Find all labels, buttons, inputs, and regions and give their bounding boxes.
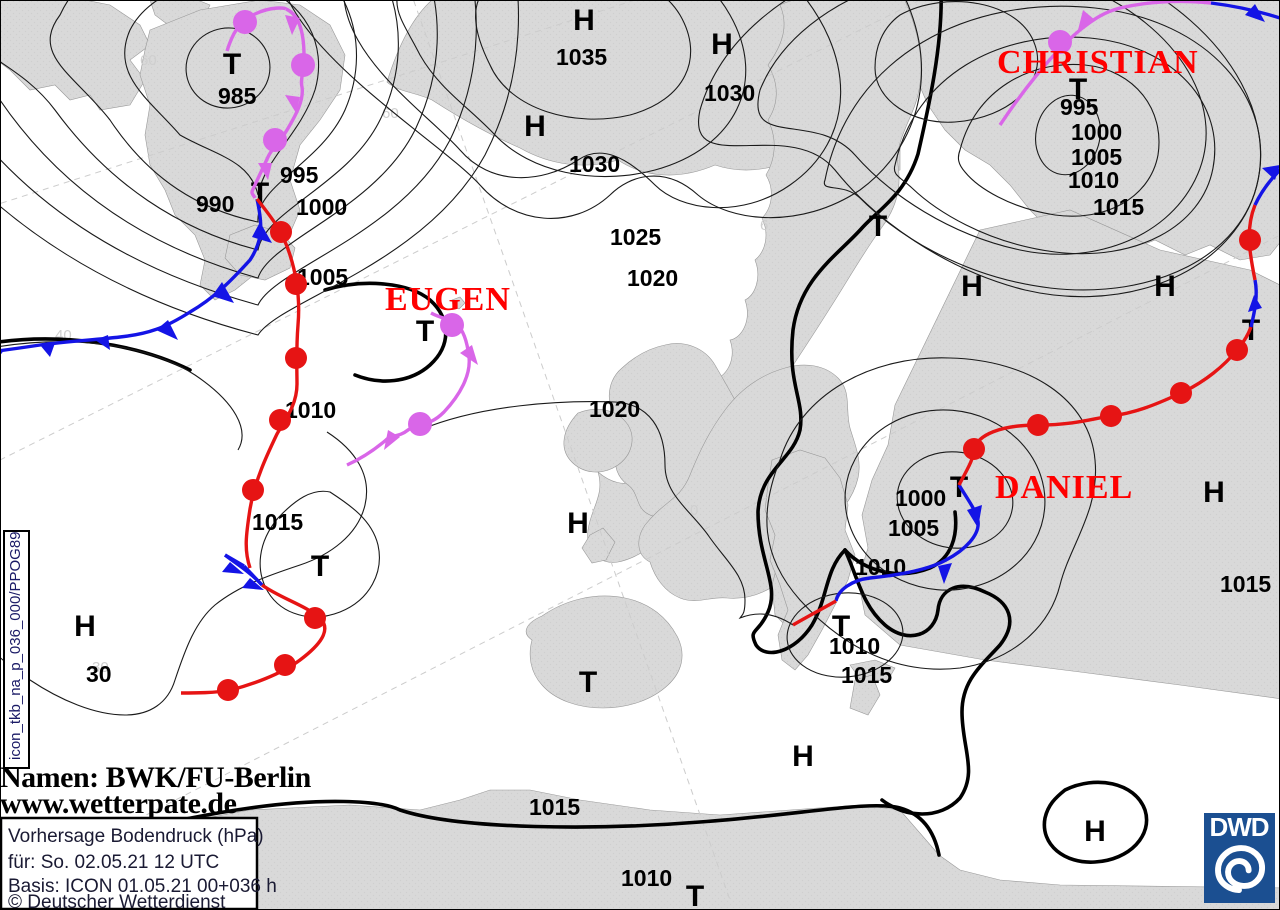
svg-text:1015: 1015 [252, 509, 303, 535]
svg-text:990: 990 [196, 191, 234, 217]
svg-text:995: 995 [1060, 94, 1099, 120]
svg-text:icon_tkb_na_p_036_000/PPOG89: icon_tkb_na_p_036_000/PPOG89 [7, 531, 24, 760]
svg-text:60: 60 [140, 52, 157, 69]
svg-text:1000: 1000 [1071, 119, 1122, 145]
svg-text:T: T [869, 210, 887, 243]
svg-text:T: T [579, 666, 597, 699]
svg-text:0: 0 [690, 502, 698, 519]
svg-text:995: 995 [280, 162, 319, 188]
svg-text:1015: 1015 [841, 662, 892, 688]
svg-text:H: H [1084, 815, 1106, 848]
svg-text:1030: 1030 [704, 80, 755, 106]
svg-text:H: H [961, 270, 983, 303]
svg-text:30: 30 [86, 661, 112, 687]
svg-text:T: T [311, 550, 329, 583]
svg-text:1010: 1010 [621, 865, 672, 891]
svg-text:H: H [1203, 476, 1225, 509]
svg-text:T: T [416, 315, 434, 348]
svg-text:1015: 1015 [529, 794, 580, 820]
svg-text:Vorhersage Bodendruck (hPa): Vorhersage Bodendruck (hPa) [8, 826, 264, 847]
svg-text:1035: 1035 [556, 44, 607, 70]
svg-text:1015: 1015 [1220, 571, 1271, 597]
svg-text:T: T [686, 880, 704, 910]
svg-text:H: H [567, 507, 589, 540]
svg-text:H: H [711, 28, 733, 61]
svg-text:1010: 1010 [829, 633, 880, 659]
svg-text:1020: 1020 [627, 265, 678, 291]
svg-text:H: H [573, 4, 595, 37]
svg-text:1000: 1000 [895, 485, 946, 511]
svg-text:H: H [524, 110, 546, 143]
svg-text:H: H [74, 610, 96, 643]
svg-text:H: H [792, 740, 814, 773]
svg-text:1005: 1005 [888, 515, 939, 541]
svg-text:1025: 1025 [610, 224, 661, 250]
svg-text:1000: 1000 [296, 194, 347, 220]
svg-text:6: 6 [760, 217, 768, 234]
svg-text:EUGEN: EUGEN [385, 281, 511, 318]
svg-text:1020: 1020 [589, 396, 640, 422]
svg-text:CHRISTIAN: CHRISTIAN [997, 44, 1199, 81]
svg-text:www.wetterpate.de: www.wetterpate.de [0, 787, 237, 820]
svg-text:985: 985 [218, 83, 257, 109]
svg-text:© Deutscher Wetterdienst: © Deutscher Wetterdienst [8, 892, 226, 910]
svg-text:1015: 1015 [1093, 194, 1144, 220]
svg-text:1030: 1030 [569, 151, 620, 177]
svg-text:T: T [223, 48, 241, 81]
svg-text:1010: 1010 [1068, 167, 1119, 193]
svg-text:für: So. 02.05.21 12 UTC: für: So. 02.05.21 12 UTC [8, 852, 219, 873]
svg-text:H: H [1154, 270, 1176, 303]
svg-text:60: 60 [382, 105, 399, 122]
svg-text:DANIEL: DANIEL [995, 469, 1133, 506]
svg-text:DWD: DWD [1209, 812, 1268, 842]
